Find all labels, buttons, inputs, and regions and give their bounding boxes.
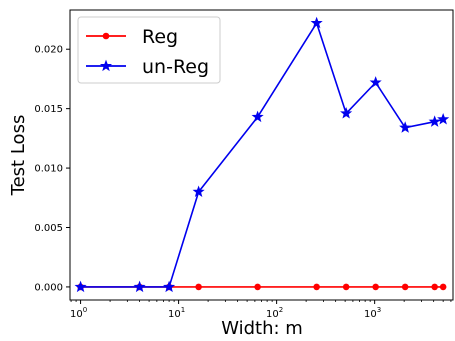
data-point-un-reg bbox=[251, 110, 264, 123]
data-point-reg bbox=[431, 283, 438, 291]
data-point-un-reg bbox=[369, 76, 382, 88]
legend-label: Reg bbox=[142, 26, 178, 48]
data-point-reg bbox=[313, 283, 320, 291]
data-point-un-reg bbox=[133, 280, 146, 293]
data-point-reg bbox=[342, 283, 350, 291]
x-tick-label: 103 bbox=[364, 306, 381, 320]
x-tick-label: 100 bbox=[70, 306, 87, 320]
x-axis-label: Width: m bbox=[221, 318, 303, 339]
data-point-un-reg bbox=[399, 121, 412, 133]
y-axis-label: Test Loss bbox=[8, 115, 29, 197]
legend-entry-un-reg: un-Reg bbox=[86, 56, 209, 78]
data-point-un-reg bbox=[340, 107, 353, 119]
y-tick-label: 0.015 bbox=[34, 104, 63, 115]
series-un-reg bbox=[74, 16, 450, 293]
data-point-un-reg bbox=[74, 280, 87, 293]
y-tick-label: 0.010 bbox=[34, 164, 63, 175]
data-point-un-reg bbox=[192, 185, 205, 197]
legend: Reg un-Reg bbox=[77, 16, 221, 84]
y-tick-label: 0.000 bbox=[34, 282, 63, 293]
data-point-reg bbox=[195, 283, 202, 291]
data-point-un-reg bbox=[437, 112, 450, 125]
y-tick-label: 0.020 bbox=[34, 45, 63, 56]
y-tick-label: 0.005 bbox=[34, 223, 63, 234]
legend-marker bbox=[102, 32, 110, 40]
data-point-reg bbox=[439, 283, 447, 291]
x-tick-label: 102 bbox=[266, 306, 283, 320]
legend-marker bbox=[99, 59, 113, 72]
data-point-reg bbox=[254, 283, 261, 291]
data-point-reg bbox=[372, 283, 379, 291]
data-point-un-reg bbox=[310, 16, 323, 29]
legend-label: un-Reg bbox=[142, 56, 209, 78]
series-layer bbox=[74, 16, 450, 293]
ticks-layer: 0.000 0.005 0.010 0.015 0.020 100 101 102 103 bbox=[34, 45, 452, 320]
data-point-reg bbox=[401, 283, 409, 291]
x-tick-label: 101 bbox=[168, 306, 185, 320]
legend-entry-reg: Reg bbox=[86, 26, 178, 48]
plot-frame bbox=[69, 9, 454, 301]
data-point-un-reg bbox=[428, 115, 441, 127]
data-point-un-reg bbox=[163, 280, 176, 293]
